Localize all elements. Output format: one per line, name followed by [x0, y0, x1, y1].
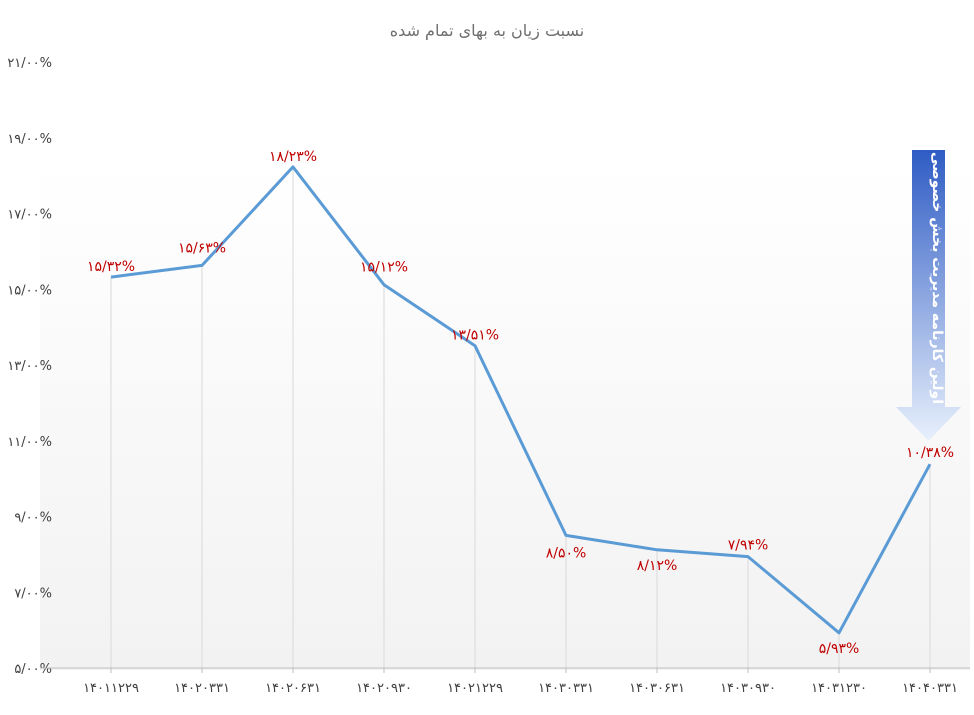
annotation-arrow: اولین کارنامه مدیریت بخش خصوصی	[896, 150, 961, 441]
chart-title: نسبت زیان به بهای تمام شده	[390, 21, 584, 41]
x-tick-label: ۱۴۰۴۰۳۳۱	[902, 681, 958, 696]
y-tick-label: ۱۵/۰۰%	[7, 283, 52, 298]
y-tick-label: ۲۱/۰۰%	[7, 56, 52, 71]
x-axis-ticks: ۱۴۰۱۱۲۲۹ ۱۴۰۲۰۳۳۱ ۱۴۰۲۰۶۳۱ ۱۴۰۲۰۹۳۰ ۱۴۰۲۱۲۲۹…	[83, 668, 958, 696]
x-tick-label: ۱۴۰۳۰۳۳۱	[538, 681, 594, 696]
y-tick-label: ۹/۰۰%	[14, 511, 52, 526]
x-tick-label: ۱۴۰۲۰۳۳۱	[174, 681, 230, 696]
data-label: ۱۸/۲۳%	[269, 149, 317, 165]
x-tick-label: ۱۴۰۳۰۹۳۰	[720, 681, 776, 696]
annotation-text: اولین کارنامه مدیریت بخش خصوصی	[929, 152, 945, 404]
data-label: ۱۳/۵۱%	[451, 328, 499, 344]
data-label: ۷/۹۴%	[728, 538, 769, 554]
plot-background	[40, 160, 970, 670]
y-tick-label: ۱۱/۰۰%	[7, 435, 52, 450]
x-tick-label: ۱۴۰۳۰۶۳۱	[629, 681, 685, 696]
drop-lines	[110, 166, 931, 668]
data-label: ۸/۱۲%	[637, 558, 678, 574]
y-tick-label: ۱۳/۰۰%	[7, 359, 52, 374]
x-tick-label: ۱۴۰۳۱۲۳۰	[811, 681, 867, 696]
data-label: ۸/۵۰%	[546, 545, 587, 561]
y-tick-label: ۵/۰۰%	[14, 662, 52, 677]
x-tick-label: ۱۴۰۲۱۲۲۹	[447, 681, 503, 696]
x-tick-label: ۱۴۰۲۰۶۳۱	[265, 681, 321, 696]
y-tick-label: ۱۷/۰۰%	[7, 208, 52, 223]
data-label: ۱۵/۱۲%	[360, 260, 408, 276]
y-tick-label: ۱۹/۰۰%	[7, 132, 52, 147]
y-axis-ticks: ۵/۰۰% ۷/۰۰% ۹/۰۰% ۱۱/۰۰% ۱۳/۰۰% ۱۵/۰۰% ۱۷/۰۰% ۱…	[7, 56, 52, 677]
x-tick-label: ۱۴۰۲۰۹۳۰	[356, 681, 412, 696]
data-label: ۱۰/۳۸%	[906, 445, 954, 461]
data-labels: ۱۵/۳۲% ۱۵/۶۳% ۱۸/۲۳% ۱۵/۱۲% ۱۳/۵۱% ۸/۵۰% ۸/۱۲%…	[87, 149, 954, 657]
x-tick-label: ۱۴۰۱۱۲۲۹	[83, 681, 139, 696]
data-label: ۱۵/۳۲%	[87, 259, 135, 275]
series-line	[110, 165, 932, 635]
data-label: ۱۵/۶۳%	[178, 240, 226, 256]
y-tick-label: ۷/۰۰%	[14, 586, 52, 601]
data-label: ۵/۹۳%	[819, 641, 860, 657]
down-arrow-icon	[896, 150, 961, 441]
